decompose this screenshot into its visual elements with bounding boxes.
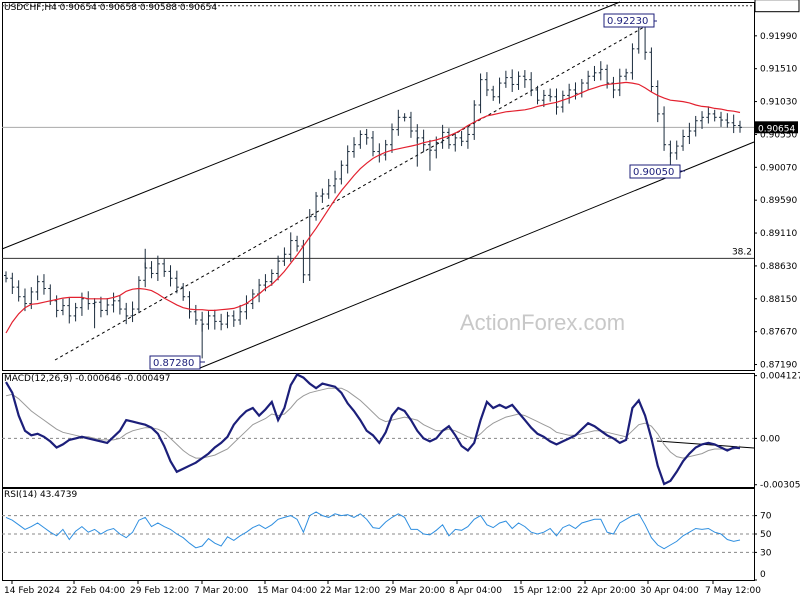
fib-label: 38.2 xyxy=(732,247,752,257)
pane-borders xyxy=(2,2,755,581)
current-price-tag xyxy=(754,121,798,134)
macd-tick-label: 0.00 xyxy=(760,434,780,444)
x-tick-label: 8 Apr 04:00 xyxy=(449,586,502,596)
pane-frame xyxy=(2,488,755,581)
price-tick-label: 0.88630 xyxy=(760,262,797,272)
pane-frame xyxy=(2,373,755,488)
price-tick-label: 0.91510 xyxy=(760,65,797,75)
price-tick-label: 0.90070 xyxy=(760,163,797,173)
macd-line xyxy=(5,373,741,486)
macd-pane-title: MACD(12,26,9) -0.000646 -0.000497 xyxy=(4,374,171,384)
x-tick-label: 29 Mar 20:00 xyxy=(385,586,445,596)
swing-label: 0.90050 xyxy=(633,167,674,178)
x-tick-label: 29 Feb 12:00 xyxy=(130,586,189,596)
x-tick-label: 22 Feb 04:00 xyxy=(66,586,125,596)
rsi-tick-label: 50 xyxy=(760,530,772,540)
price-tick-label: 0.87190 xyxy=(760,361,797,371)
price-tick-label: 0.91030 xyxy=(760,98,797,108)
x-axis-labels: 14 Feb 2024 22 Feb 04:00 29 Feb 12:00 7 Mar… xyxy=(4,580,761,596)
channel-upper-line xyxy=(1,1,621,250)
x-tick-label: 7 May 12:00 xyxy=(705,586,761,596)
current-price-label: 0.90654 xyxy=(758,124,795,134)
macd-tick-label: -0.003051 xyxy=(760,481,800,491)
price-pane-title: USDCHF,H4 0.90654 0.90658 0.90588 0.9065… xyxy=(4,3,218,13)
price-tick-label: 0.90550 xyxy=(760,130,797,140)
x-tick-label: 7 Mar 20:00 xyxy=(194,586,249,596)
x-tick-label: 14 Feb 2024 xyxy=(4,586,60,596)
rsi-tick-label: 70 xyxy=(760,512,772,522)
x-tick-label: 22 Apr 20:00 xyxy=(577,586,636,596)
trend-channel xyxy=(1,1,755,449)
ma-line xyxy=(5,81,741,334)
rsi-pane-title: RSI(14) 43.4739 xyxy=(4,490,78,500)
price-tick-label: 0.89110 xyxy=(760,229,797,239)
dashed-reference-lines xyxy=(2,5,754,553)
swing-label: 0.87280 xyxy=(153,358,194,369)
price-tick-label: 0.87670 xyxy=(760,328,797,338)
price-bars xyxy=(4,16,742,359)
moving-average xyxy=(5,81,741,334)
rsi-tick-label: 0 xyxy=(760,570,766,580)
rsi-line xyxy=(5,511,741,550)
price-tick-label: 0.91990 xyxy=(760,32,797,42)
x-tick-label: 22 Mar 12:00 xyxy=(320,586,380,596)
annotations: 38.2 0.92230 0.90050 0.87280 xyxy=(149,13,752,370)
y-axis-labels: 0.924300.919900.915100.910300.905500.900… xyxy=(754,0,800,581)
top-price-tag xyxy=(754,0,800,13)
macd-series xyxy=(5,373,741,486)
pane-frame xyxy=(2,2,755,371)
price-tick-label: 0.88150 xyxy=(760,295,797,305)
channel-lower-line xyxy=(199,141,755,369)
x-tick-label: 30 Apr 04:00 xyxy=(640,586,699,596)
macd-tick-label: 0.004127 xyxy=(760,372,800,382)
x-tick-label: 15 Mar 04:00 xyxy=(257,586,317,596)
rsi-tick-label: 30 xyxy=(760,548,772,558)
x-tick-label: 15 Apr 12:00 xyxy=(513,586,572,596)
watermark: ActionForex.com xyxy=(460,310,626,335)
macd-signal-line xyxy=(5,387,741,459)
swing-label: 0.92230 xyxy=(607,16,648,27)
price-tick-label: 0.89590 xyxy=(760,196,797,206)
channel-mid-line xyxy=(54,21,654,361)
rsi-series xyxy=(5,511,741,550)
